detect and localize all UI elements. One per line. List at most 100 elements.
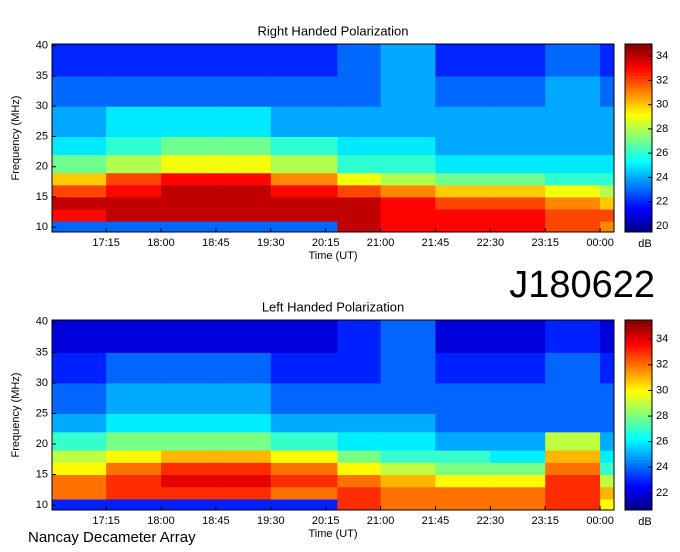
cell [337,450,382,463]
cell [270,76,338,107]
cell [215,431,272,451]
cell [600,462,614,476]
colorbar-step [625,50,652,54]
colorbar-step [625,188,652,192]
colorbar-step [625,219,652,224]
y-axis-label: Frequency (MHz) [10,96,22,181]
colorbar-step [625,181,652,186]
cell [106,450,162,463]
cell [161,474,217,488]
cell [380,499,436,510]
cell [600,184,614,198]
cell [380,474,436,488]
colorbar-step [625,462,652,467]
cell [106,209,162,222]
cell [337,172,382,186]
cell [270,413,338,433]
y-tick-label: 20 [36,161,48,173]
cell [435,431,491,451]
cell [270,154,338,174]
cell [161,431,217,451]
cell [215,209,272,222]
cell [270,196,338,210]
colorbar-step [625,109,652,114]
x-axis-label: Time (UT) [308,250,357,262]
cell [545,486,601,500]
colorbar-tick-label: 30 [656,384,668,396]
cell [380,221,436,232]
cell [435,154,491,174]
colorbar-tick-label: 24 [656,171,668,183]
colorbar-step [625,358,652,362]
x-tick-label: 19:30 [257,515,285,527]
cell [490,221,546,232]
colorbar-step [625,75,652,79]
colorbar-step [625,216,652,220]
colorbar-tick-label: 28 [656,123,668,135]
cell [490,76,546,107]
heatmap [52,44,614,232]
plot-frame [51,43,615,233]
cell [337,221,382,232]
colorbar-step [625,456,652,460]
cell [600,382,614,414]
cell [52,474,107,488]
colorbar-step [625,424,652,429]
colorbar-step [625,225,652,230]
colorbar-step [625,383,652,387]
y-tick-label: 25 [36,407,48,419]
colorbar-step [625,329,652,334]
colorbar-step [625,465,652,470]
cell [106,76,162,107]
cell [52,499,107,510]
colorbar-tick-label: 34 [656,50,668,62]
colorbar-step [625,326,652,330]
cell [600,474,614,488]
cell [490,106,546,137]
cell [106,154,162,174]
colorbar-step [625,320,652,324]
colorbar-step [625,69,652,73]
cell [52,450,107,463]
colorbar-step [625,475,652,479]
cell [215,172,272,186]
colorbar-step [625,62,652,67]
colorbar-step [625,377,652,381]
y-tick-label: 40 [36,40,48,52]
cell [337,196,382,210]
colorbar-step [625,396,652,400]
colorbar-step [625,332,652,337]
cell [380,486,436,500]
cell [161,106,217,137]
colorbar-step [625,440,652,444]
cell [545,196,601,210]
colorbar-tick-label: 32 [656,74,668,86]
cell [161,352,217,384]
y-tick-label: 20 [36,438,48,450]
cell [161,209,217,222]
cell [380,320,436,353]
cell [52,106,107,137]
cell [600,44,614,77]
colorbar-step [625,44,652,48]
cell [490,413,546,433]
cell [52,221,107,232]
cell [337,462,382,476]
cell [52,320,107,353]
cell [337,382,382,414]
colorbar-step [625,335,652,340]
cell [215,352,272,384]
colorbar-step [625,339,652,343]
cell [270,184,338,198]
cell [106,106,162,137]
cell [490,352,546,384]
colorbar-step [625,175,652,180]
colorbar-step [625,421,652,425]
cell [545,154,601,174]
colorbar-step [625,200,652,205]
colorbar-step [625,81,652,86]
cell [435,44,491,77]
cell [52,462,107,476]
x-tick-label: 23:15 [531,515,559,527]
